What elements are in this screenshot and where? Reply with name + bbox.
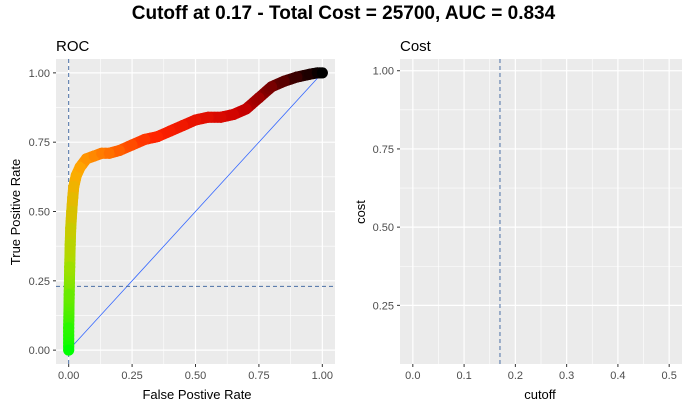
x-tick-label: 0.3	[559, 370, 574, 382]
y-tick-label: 0.50	[373, 222, 394, 234]
x-tick-label: 0.1	[456, 370, 471, 382]
roc-x-axis-label: False Postive Rate	[142, 387, 251, 402]
roc-point	[240, 103, 252, 115]
roc-point	[68, 181, 80, 193]
roc-point	[67, 192, 79, 204]
x-tick-label: 0.00	[58, 370, 79, 382]
cost-y-ticks: 0.25 0.50 0.75 1.00	[373, 66, 400, 312]
diagonal-reference-line	[68, 72, 323, 351]
roc-point	[253, 92, 265, 104]
roc-point	[65, 222, 77, 234]
x-tick-label: 0.5	[662, 370, 677, 382]
roc-point	[64, 239, 76, 251]
roc-point	[177, 120, 189, 132]
roc-point	[63, 344, 75, 356]
cost-grid	[400, 59, 682, 364]
x-tick-label: 0.25	[121, 370, 142, 382]
cost-y-axis-label: cost	[353, 200, 368, 224]
roc-curve	[63, 67, 328, 356]
roc-point	[215, 111, 227, 123]
roc-point	[190, 114, 201, 126]
cost-x-ticks: 0.0 0.1 0.2 0.3 0.4 0.5	[405, 364, 677, 382]
roc-title: ROC	[56, 38, 90, 55]
x-tick-label: 0.50	[185, 370, 206, 382]
y-tick-label: 1.00	[29, 68, 50, 80]
roc-point	[74, 161, 86, 173]
roc-point	[316, 67, 328, 79]
roc-point	[63, 289, 75, 301]
cost-x-axis-label: cutoff	[524, 387, 556, 402]
roc-point	[151, 131, 163, 143]
roc-point	[202, 111, 214, 123]
roc-point	[113, 145, 125, 156]
x-tick-label: 1.00	[312, 370, 333, 382]
y-tick-label: 0.25	[29, 276, 50, 288]
y-tick-label: 0.50	[29, 207, 50, 219]
roc-point	[228, 108, 240, 120]
cost-title: Cost	[400, 38, 432, 55]
cost-panel: Cost 0.0 0.1 0.2 0.3 0.4 0.5 0.25 0.50 0.75 1.00…	[353, 38, 682, 402]
roc-y-ticks: 0.00 0.25 0.50 0.75 1.00	[29, 68, 56, 357]
roc-x-ticks: 0.00 0.25 0.50 0.75 1.00	[58, 364, 333, 382]
roc-point	[278, 75, 290, 87]
y-tick-label: 0.75	[373, 144, 394, 156]
roc-y-axis-label: True Positive Rate	[8, 159, 23, 265]
roc-point	[291, 71, 303, 83]
roc-point	[266, 81, 278, 93]
y-tick-label: 0.25	[373, 300, 394, 312]
x-tick-label: 0.4	[610, 370, 625, 382]
x-tick-label: 0.0	[405, 370, 420, 382]
x-tick-label: 0.2	[508, 370, 523, 382]
roc-point	[126, 139, 138, 151]
roc-point	[70, 169, 82, 181]
y-tick-label: 0.00	[29, 345, 50, 357]
roc-point	[64, 261, 76, 273]
y-tick-label: 1.00	[373, 66, 394, 78]
x-tick-label: 0.75	[248, 370, 269, 382]
roc-point	[103, 147, 115, 159]
y-tick-label: 0.75	[29, 137, 50, 149]
roc-point	[96, 147, 108, 159]
roc-point	[139, 133, 151, 145]
roc-point	[66, 206, 78, 217]
figure-title: Cutoff at 0.17 - Total Cost = 25700, AUC…	[131, 3, 556, 24]
roc-panel: ROC 0.00 0.25 0.50 0.75 1.00 0.00 0.25 0.50 0.7…	[8, 38, 335, 402]
roc-point	[63, 322, 75, 334]
roc-point	[164, 125, 176, 137]
